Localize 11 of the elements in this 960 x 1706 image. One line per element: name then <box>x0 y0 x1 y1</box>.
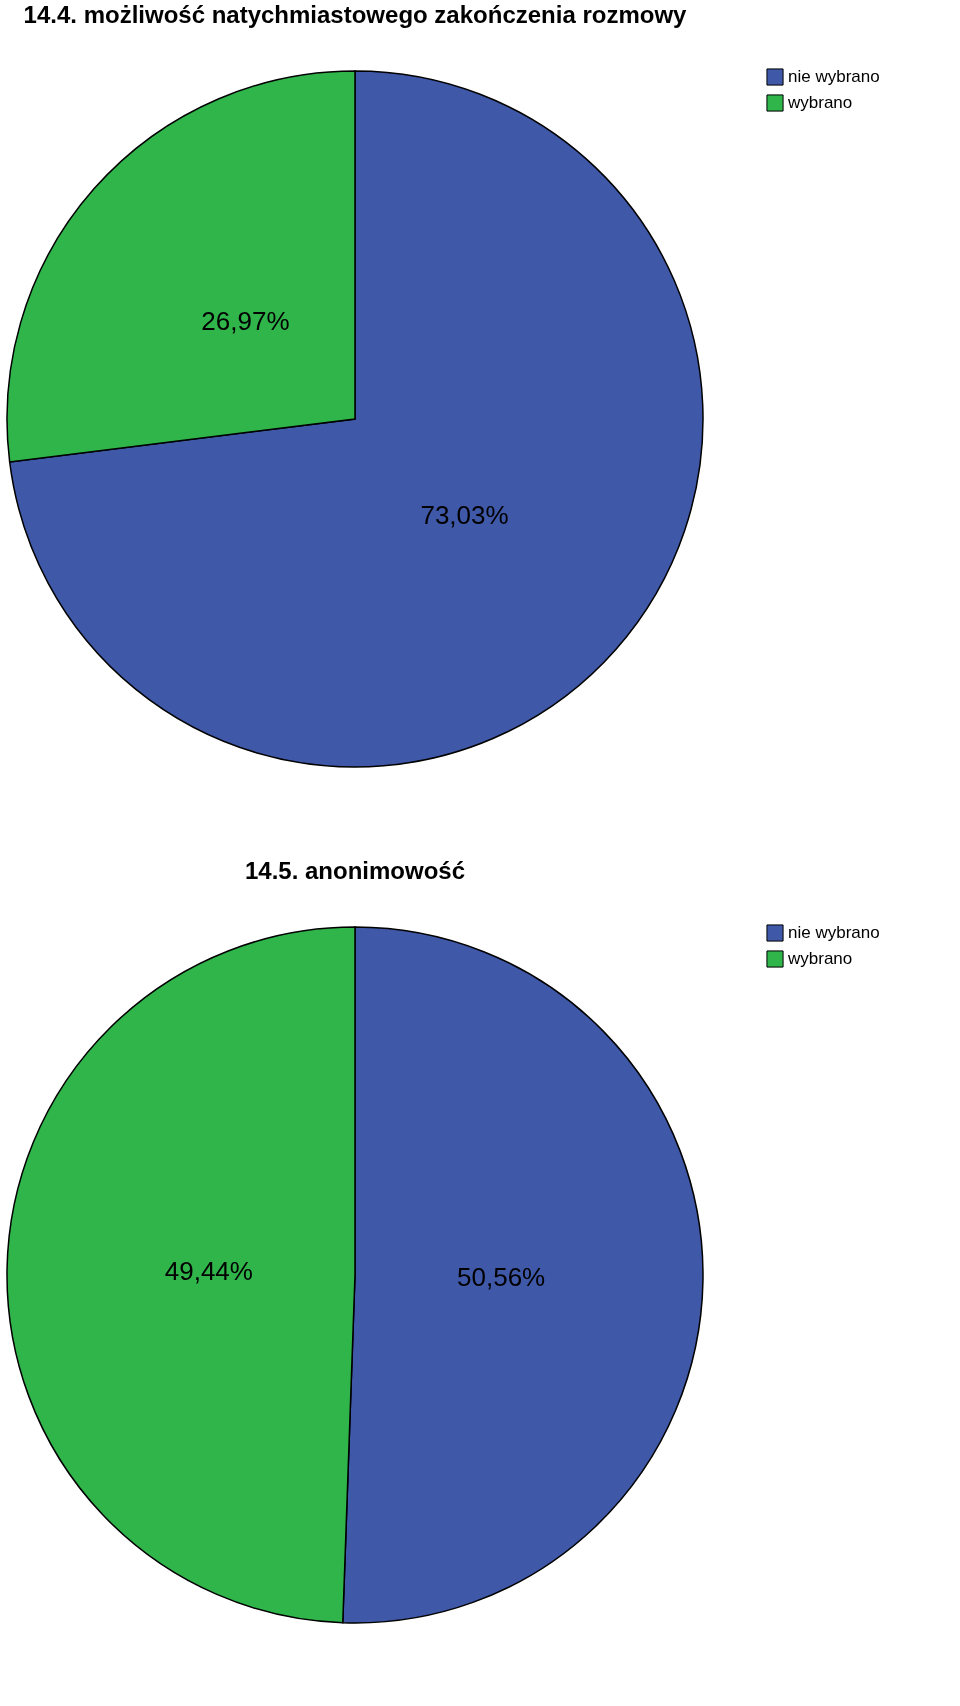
legend-label: wybrano <box>787 949 853 968</box>
chart-title: 14.5. anonimowość <box>244 857 466 884</box>
data-label: 73,03% <box>420 499 509 530</box>
data-label: 50,56% <box>457 1261 546 1292</box>
pie-slice <box>8 70 704 768</box>
legend-label: nie wybrano <box>788 67 880 86</box>
data-label: 26,97% <box>201 306 290 337</box>
legend-label: nie wybrano <box>788 923 880 942</box>
data-label: 49,44% <box>164 1256 253 1287</box>
chart-title: 14.4. możliwość natychmiastowego zakończenia rozmowy <box>23 1 688 28</box>
legend-label: wybrano <box>787 93 853 112</box>
